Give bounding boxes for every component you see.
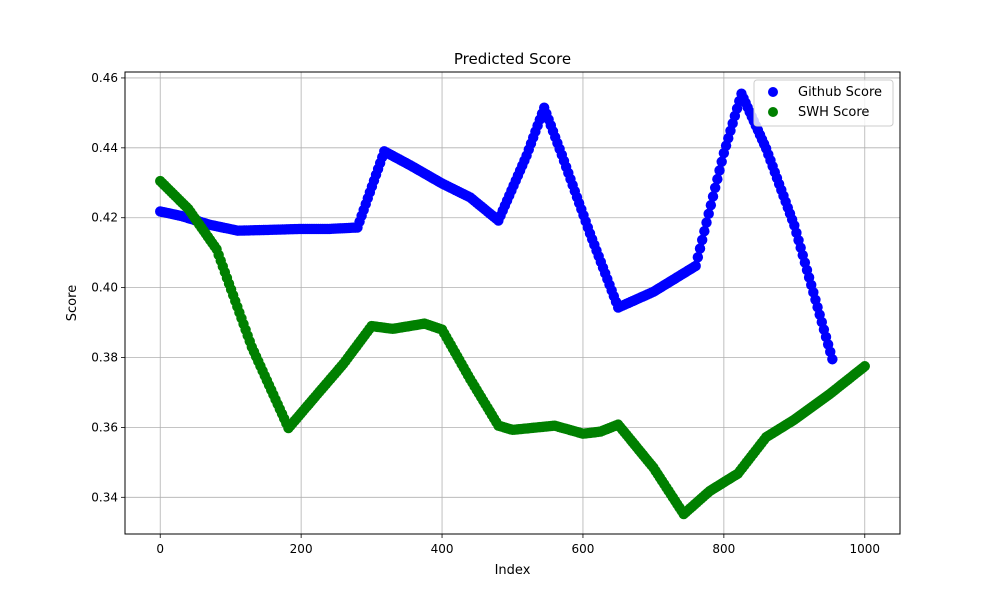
x-tick-label: 400 [431,542,454,556]
series-swh-score [155,175,870,520]
x-axis-label: Index [495,563,531,578]
github-score-point [692,252,704,263]
legend-box [753,79,894,127]
x-tick-label: 0 [156,542,164,556]
y-tick-label: 0.38 [91,351,118,365]
legend-marker-github [768,87,778,97]
y-axis-label: Score [65,285,80,321]
y-tick-label: 0.46 [91,71,118,85]
github-score-point [701,217,712,228]
github-score-point [699,226,710,237]
legend-label-github: Github Score [798,85,882,100]
github-score-point [709,182,721,194]
github-score-point [714,165,725,176]
github-score-point [696,234,708,246]
github-score-point [827,354,838,365]
x-tick-label: 800 [712,542,735,556]
x-tick-label: 1000 [849,542,880,556]
github-score-point [694,243,706,254]
legend: Github Score SWH Score [753,79,894,127]
y-tick-label: 0.40 [91,281,118,295]
x-tick-label: 600 [572,542,595,556]
y-tick-label: 0.36 [91,420,118,434]
github-score-point [703,208,714,220]
swh-score-point [859,361,870,372]
github-score-point [707,191,719,202]
chart-title: Predicted Score [454,50,571,68]
y-tick-label: 0.42 [91,211,118,225]
legend-label-swh: SWH Score [798,105,869,120]
github-score-point [690,260,701,272]
github-score-point [712,173,723,185]
plot-frame [124,71,901,535]
plot-series [155,88,870,520]
axes: 0 200 400 600 800 1000 0.34 0.36 0.38 0.40 0.42 0.4… [91,71,880,556]
github-score-point [705,199,717,211]
y-tick-label: 0.44 [91,141,118,155]
y-tick-label: 0.34 [91,490,118,504]
github-score-point [716,156,727,167]
legend-marker-swh [768,107,778,117]
series-github-score [155,88,838,365]
x-tick-label: 200 [290,542,313,556]
